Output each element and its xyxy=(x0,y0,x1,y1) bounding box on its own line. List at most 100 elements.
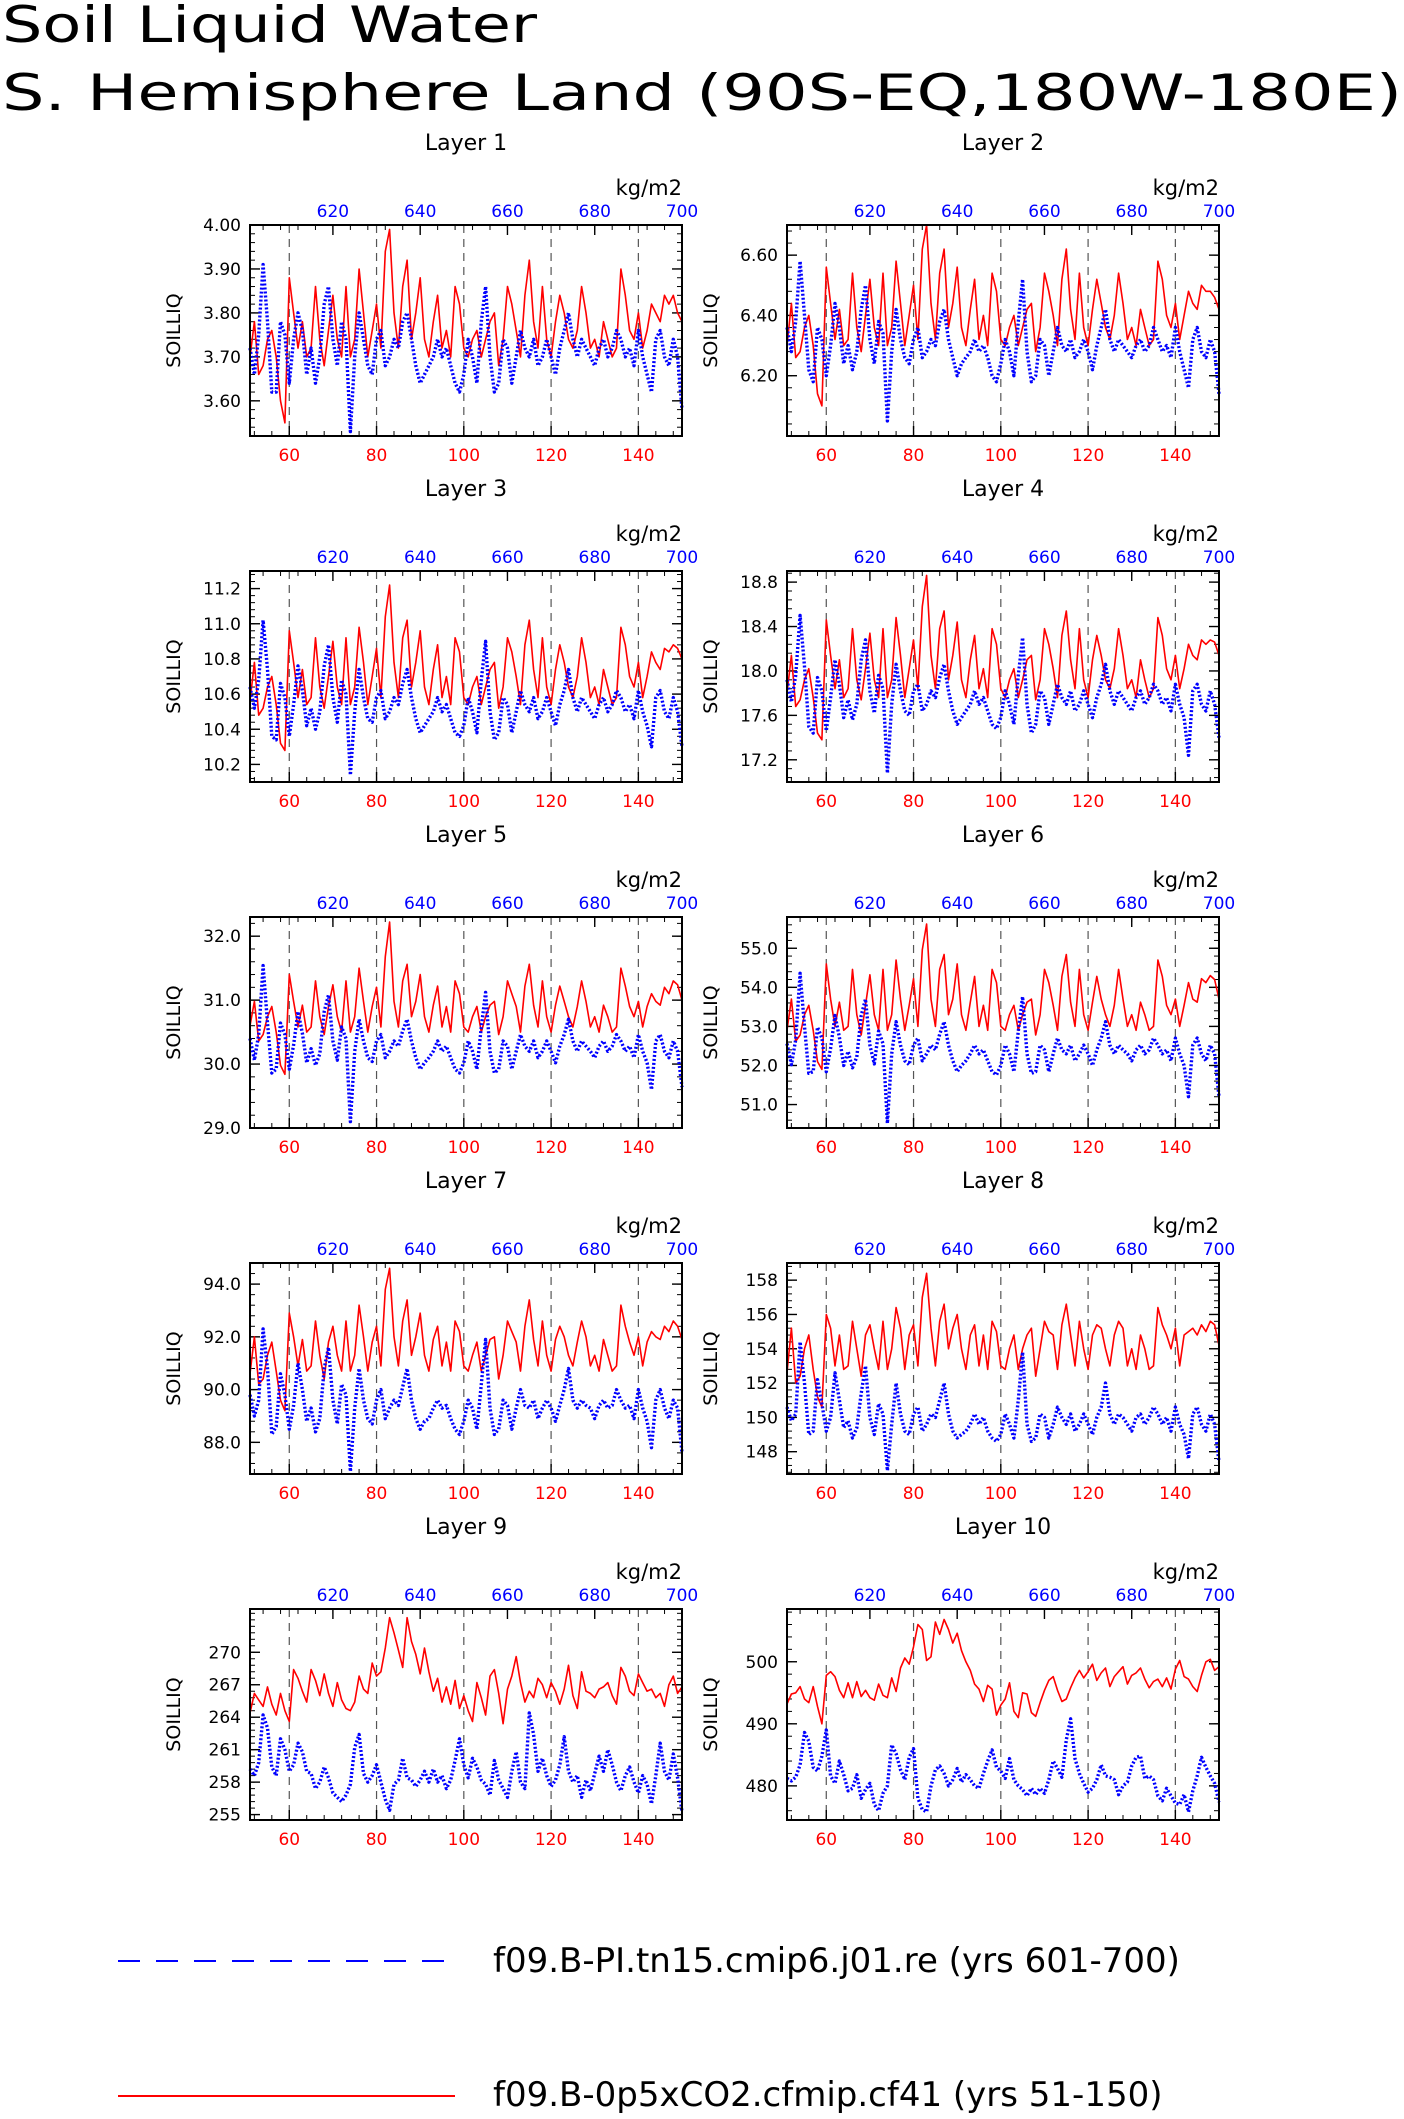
plot-frame xyxy=(786,570,1220,783)
y-axis-label: SOILLIQ xyxy=(700,985,722,1059)
series-experiment-line xyxy=(786,224,1220,407)
panel-title: Layer 5 xyxy=(425,823,507,848)
top-tick-label: 640 xyxy=(941,894,973,914)
y-tick-label: 158 xyxy=(746,1271,778,1291)
top-tick-label: 680 xyxy=(1116,1586,1148,1606)
y-axis-label: SOILLIQ xyxy=(700,293,722,367)
y-axis-label: SOILLIQ xyxy=(700,639,722,713)
top-tick-label: 640 xyxy=(941,202,973,222)
bottom-tick-label: 140 xyxy=(622,792,654,812)
bottom-tick-label: 60 xyxy=(278,446,300,466)
bottom-tick-label: 60 xyxy=(815,1484,837,1504)
y-tick-label: 6.60 xyxy=(740,246,778,266)
bottom-tick-label: 60 xyxy=(815,792,837,812)
top-tick-label: 640 xyxy=(404,894,436,914)
units-label: kg/m2 xyxy=(616,1214,682,1238)
y-tick-label: 17.6 xyxy=(740,706,778,726)
top-tick-label: 660 xyxy=(1028,202,1060,222)
bottom-tick-label: 120 xyxy=(535,1138,567,1158)
y-tick-label: 10.6 xyxy=(203,685,241,705)
bottom-tick-label: 100 xyxy=(985,1138,1017,1158)
y-tick-label: 11.0 xyxy=(203,615,241,635)
panel-layer-2: Layer 2 kg/m2 SOILLIQ 60 80 100 120 140 620 640 66… xyxy=(700,131,1235,466)
title-line-1: Soil Liquid Water xyxy=(2,0,538,54)
bottom-tick-label: 140 xyxy=(622,1830,654,1850)
y-tick-label: 154 xyxy=(746,1340,778,1360)
top-tick-label: 680 xyxy=(1116,894,1148,914)
top-tick-label: 700 xyxy=(1203,1240,1235,1260)
top-tick-label: 660 xyxy=(1028,894,1060,914)
series-control-line xyxy=(248,618,684,777)
y-tick-label: 51.0 xyxy=(740,1096,778,1116)
panel-title: Layer 2 xyxy=(962,131,1044,156)
series-control-line xyxy=(786,1717,1221,1814)
y-tick-label: 17.2 xyxy=(740,751,778,771)
units-label: kg/m2 xyxy=(616,176,682,200)
top-tick-label: 660 xyxy=(491,1240,523,1260)
bottom-tick-label: 60 xyxy=(278,1484,300,1504)
top-tick-label: 620 xyxy=(854,1586,886,1606)
y-tick-label: 480 xyxy=(746,1777,778,1797)
bottom-tick-label: 120 xyxy=(535,446,567,466)
bottom-tick-label: 140 xyxy=(1159,1484,1191,1504)
top-tick-label: 620 xyxy=(854,894,886,914)
plot-frame xyxy=(249,916,683,1129)
legend-label-experiment: f09.B-0p5xCO2.cfmip.cf41 (yrs 51-150) xyxy=(493,2075,1162,2115)
top-tick-label: 660 xyxy=(491,202,523,222)
bottom-tick-label: 120 xyxy=(535,792,567,812)
top-tick-label: 680 xyxy=(579,548,611,568)
panels-container: Layer 1 kg/m2 SOILLIQ 60 80 100 120 140 620 640 66… xyxy=(163,131,1235,1850)
panel-layer-9: Layer 9 kg/m2 SOILLIQ 60 80 100 120 140 620 640 66… xyxy=(163,1515,698,1850)
legend-label-control: f09.B-PI.tn15.cmip6.j01.re (yrs 601-700) xyxy=(493,1941,1180,1981)
y-tick-label: 3.80 xyxy=(203,304,241,324)
top-tick-label: 700 xyxy=(666,1240,698,1260)
y-tick-label: 264 xyxy=(209,1708,241,1728)
top-tick-label: 620 xyxy=(317,548,349,568)
top-tick-label: 700 xyxy=(1203,202,1235,222)
y-tick-label: 10.8 xyxy=(203,650,241,670)
units-label: kg/m2 xyxy=(1153,522,1219,546)
top-tick-label: 660 xyxy=(1028,1586,1060,1606)
bottom-tick-label: 80 xyxy=(903,792,925,812)
bottom-tick-label: 60 xyxy=(278,792,300,812)
panel-layer-5: Layer 5 kg/m2 SOILLIQ 60 80 100 120 140 620 640 66… xyxy=(163,823,698,1158)
top-tick-label: 700 xyxy=(666,202,698,222)
bottom-tick-label: 120 xyxy=(1072,1830,1104,1850)
series-experiment-line xyxy=(786,1618,1220,1725)
top-tick-label: 680 xyxy=(1116,1240,1148,1260)
y-tick-label: 32.0 xyxy=(203,927,241,947)
units-label: kg/m2 xyxy=(616,522,682,546)
top-tick-label: 660 xyxy=(1028,1240,1060,1260)
y-tick-label: 55.0 xyxy=(740,939,778,959)
top-tick-label: 640 xyxy=(404,202,436,222)
bottom-tick-label: 80 xyxy=(903,1484,925,1504)
series-control-line xyxy=(248,262,684,434)
bottom-tick-label: 60 xyxy=(815,1830,837,1850)
y-tick-label: 54.0 xyxy=(740,978,778,998)
top-tick-label: 620 xyxy=(317,202,349,222)
panel-title: Layer 8 xyxy=(962,1169,1044,1194)
y-tick-label: 31.0 xyxy=(203,991,241,1011)
series-experiment-line xyxy=(249,1267,683,1412)
y-axis-label: SOILLIQ xyxy=(700,1331,722,1405)
bottom-tick-label: 80 xyxy=(366,1484,388,1504)
y-tick-label: 150 xyxy=(746,1408,778,1428)
series-control-line xyxy=(248,1711,684,1813)
title-line-2: S. Hemisphere Land (90S-EQ,180W-180E) xyxy=(2,64,1402,122)
units-label: kg/m2 xyxy=(616,868,682,892)
top-tick-label: 680 xyxy=(1116,202,1148,222)
y-tick-label: 6.20 xyxy=(740,367,778,387)
top-tick-label: 700 xyxy=(1203,894,1235,914)
main-title: Soil Liquid Water S. Hemisphere Land (90… xyxy=(2,0,1402,122)
bottom-tick-label: 80 xyxy=(366,792,388,812)
bottom-tick-label: 80 xyxy=(366,1138,388,1158)
panel-title: Layer 3 xyxy=(425,477,507,502)
plot-frame xyxy=(249,1262,683,1475)
y-tick-label: 500 xyxy=(746,1653,778,1673)
bottom-tick-label: 140 xyxy=(1159,446,1191,466)
panel-layer-4: Layer 4 kg/m2 SOILLIQ 60 80 100 120 140 620 640 66… xyxy=(700,477,1235,812)
bottom-tick-label: 80 xyxy=(903,1830,925,1850)
top-tick-label: 620 xyxy=(854,202,886,222)
bottom-tick-label: 80 xyxy=(366,1830,388,1850)
bottom-tick-label: 60 xyxy=(815,446,837,466)
